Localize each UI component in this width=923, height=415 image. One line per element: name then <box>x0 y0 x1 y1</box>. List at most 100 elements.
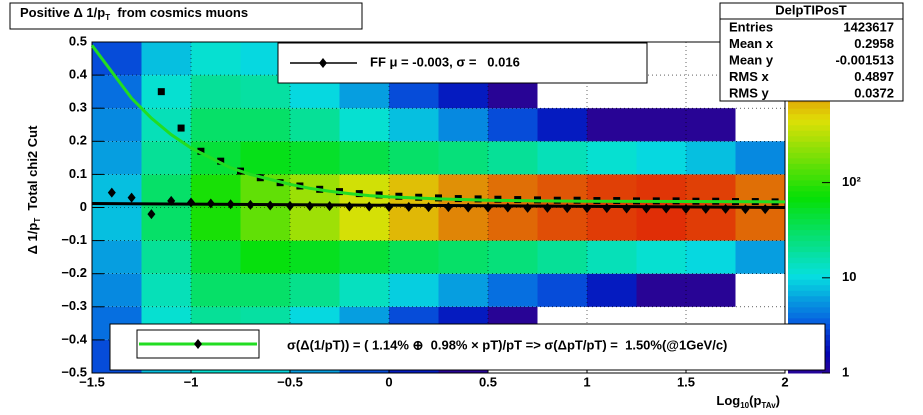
z-tick-label: 10 <box>842 269 856 284</box>
colorbar-slice <box>788 262 830 269</box>
heatmap-cell <box>191 108 241 142</box>
point <box>147 209 156 220</box>
x-tick-label: −0.5 <box>277 374 303 389</box>
colorbar-slice <box>788 218 830 225</box>
heatmap-cell <box>736 108 786 141</box>
point <box>157 88 165 96</box>
colorbar-slice <box>788 295 830 302</box>
y-tick-label: 0.2 <box>69 133 87 148</box>
heatmap-cell <box>240 108 290 142</box>
heatmap-cell <box>92 207 142 241</box>
heatmap-cell <box>488 141 538 175</box>
heatmap-cell <box>735 141 785 175</box>
heatmap-cell <box>735 240 785 274</box>
heatmap-cell <box>389 273 439 307</box>
heatmap-cell <box>587 141 637 175</box>
y-axis-title-part: Δ 1/p <box>25 223 40 255</box>
heatmap-cell <box>438 141 488 175</box>
heatmap-cell <box>290 141 340 175</box>
stats-label: Entries <box>729 19 773 34</box>
heatmap-cell <box>92 108 142 142</box>
heatmap-cell <box>438 240 488 274</box>
heatmap-cell <box>636 273 686 307</box>
heatmap-cell <box>587 108 637 142</box>
heatmap-cell <box>686 273 736 307</box>
x-axis-title: Log10(pTAv) <box>716 393 780 410</box>
heatmap-cell <box>290 273 340 307</box>
heatmap-cell <box>389 207 439 241</box>
y-tick-label: −0.2 <box>61 265 87 280</box>
heatmap-cell <box>339 141 389 175</box>
x-tick-label: −1.5 <box>79 374 105 389</box>
colorbar-slice <box>788 273 830 280</box>
heatmap-cell <box>438 273 488 307</box>
heatmap-cell <box>735 207 785 241</box>
x-axis-title-part: (p <box>749 393 761 408</box>
legend-swatch <box>319 58 327 68</box>
colorbar-slice <box>788 207 830 214</box>
x-axis-title-sub: 10 <box>740 401 749 410</box>
x-tick-label: 2 <box>781 374 788 389</box>
heatmap-cell <box>191 42 241 76</box>
heatmap-cell <box>141 75 191 109</box>
colorbar-slice <box>788 284 830 291</box>
fit-line <box>91 202 786 209</box>
colorbar-slice <box>788 279 830 286</box>
heatmap-cell <box>389 240 439 274</box>
y-tick-label: 0.5 <box>69 33 87 48</box>
heatmap-cell <box>92 42 142 76</box>
y-axis-title-sub: T <box>33 218 42 223</box>
colorbar-slice <box>788 201 830 208</box>
y-tick-label: 0.1 <box>69 166 87 181</box>
heatmap-cell <box>141 273 191 307</box>
colorbar-slice <box>788 102 830 109</box>
y-axis-title-part: Total chi2 Cut <box>25 125 40 218</box>
colorbar-slice <box>788 257 830 264</box>
heatmap-cell <box>339 273 389 307</box>
heatmap-cell <box>587 207 637 241</box>
heatmap-cell <box>141 42 191 76</box>
y-tick-label: 0.4 <box>69 67 88 82</box>
heatmap-cell <box>686 108 736 142</box>
stats-label: Mean x <box>729 36 774 51</box>
heatmap-cell <box>438 108 488 142</box>
heatmap-cell <box>438 174 488 208</box>
y-tick-label: 0 <box>80 199 87 214</box>
y-tick-label: −0.3 <box>61 298 87 313</box>
y-tick-label: −0.1 <box>61 232 87 247</box>
heatmap-cell <box>240 273 290 307</box>
heatmap-cell <box>636 108 686 142</box>
x-tick-label: 0.5 <box>479 374 497 389</box>
colorbar-slice <box>788 301 830 308</box>
heatmap-cell <box>686 207 736 241</box>
heatmap-cell <box>92 141 142 175</box>
colorbar-slice <box>788 124 830 131</box>
x-axis-title-sub: TAv <box>761 401 776 410</box>
colorbar-slice <box>788 317 830 324</box>
x-tick-label: 0 <box>385 374 392 389</box>
stats-label: RMS y <box>729 85 770 100</box>
heatmap-cell <box>191 240 241 274</box>
heatmap-cell <box>636 141 686 175</box>
colorbar-slice <box>788 174 830 181</box>
heatmap-cell <box>92 240 142 274</box>
colorbar-slice <box>788 135 830 142</box>
colorbar-slice <box>788 196 830 203</box>
colorbar-slice <box>788 163 830 170</box>
colorbar-slice <box>788 168 830 175</box>
heatmap-cell <box>488 207 538 241</box>
heatmap-cell <box>389 108 439 142</box>
heatmap-cell <box>537 141 587 175</box>
x-axis-title-part: Log <box>716 393 740 408</box>
colorbar-slice <box>788 108 830 115</box>
heatmap-cell <box>488 108 538 142</box>
heatmap-cell <box>191 75 241 109</box>
x-tick-label: 1.5 <box>677 374 695 389</box>
point <box>127 192 136 203</box>
heatmap-cell <box>240 141 290 175</box>
y-axis-title: Δ 1/pT Total chi2 Cut <box>25 125 42 255</box>
colorbar-slice <box>788 146 830 153</box>
legend-label: FF μ = -0.003, σ = 0.016 <box>370 54 520 69</box>
stats-value: 1423617 <box>843 19 894 34</box>
stats-label: RMS x <box>729 69 770 84</box>
